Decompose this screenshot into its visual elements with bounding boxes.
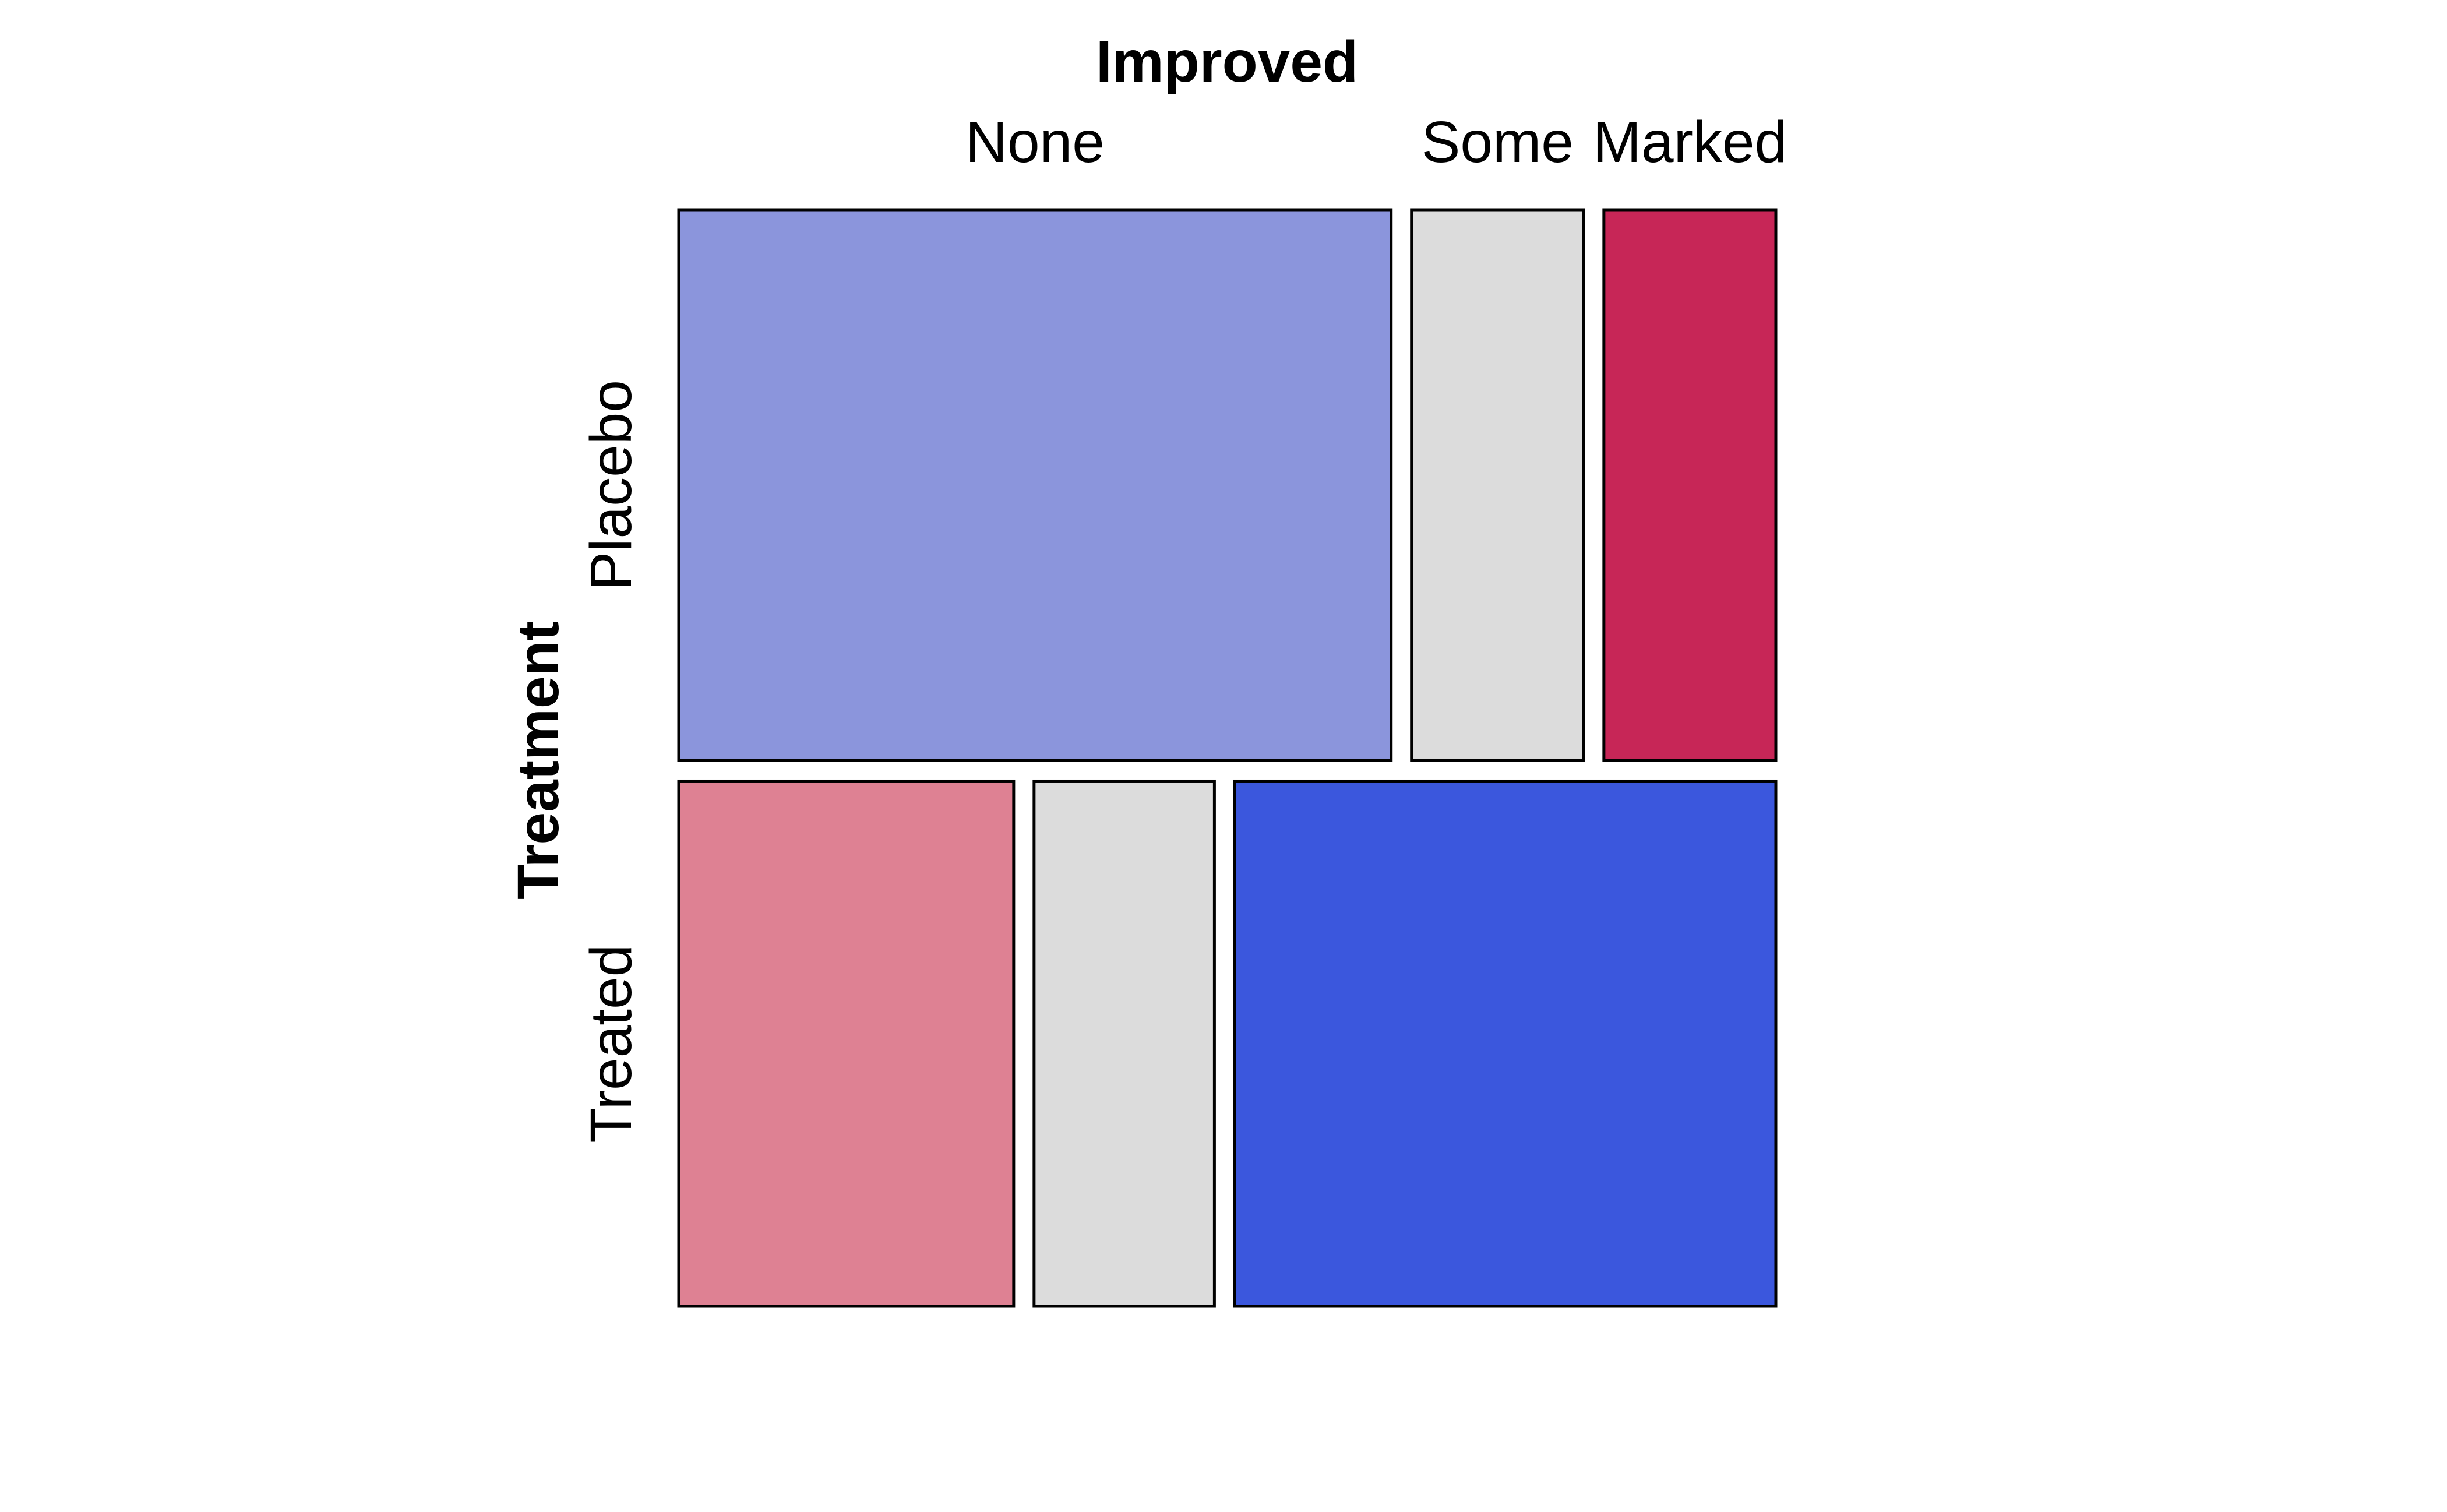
column-level-label-marked: Marked: [1593, 110, 1787, 175]
mosaic-tiles: [677, 208, 1778, 1308]
column-level-labels: None Some Marked: [965, 110, 1787, 175]
row-variable-label: Treatment: [506, 621, 571, 900]
tile-placebo-some: [1410, 208, 1585, 762]
tile-treated-marked: [1233, 779, 1778, 1308]
row-level-label-treated: Treated: [579, 944, 644, 1143]
column-level-label-some: Some: [1422, 110, 1574, 175]
tile-placebo-marked: [1602, 208, 1778, 762]
tile-placebo-none: [677, 208, 1393, 762]
tile-treated-none: [677, 779, 1016, 1308]
tile-treated-some: [1032, 779, 1216, 1308]
row-level-label-placebo: Placebo: [579, 380, 644, 590]
column-level-label-none: None: [965, 110, 1105, 175]
column-variable-label: Improved: [1096, 29, 1358, 94]
row-level-labels: Placebo Treated: [579, 380, 644, 1143]
